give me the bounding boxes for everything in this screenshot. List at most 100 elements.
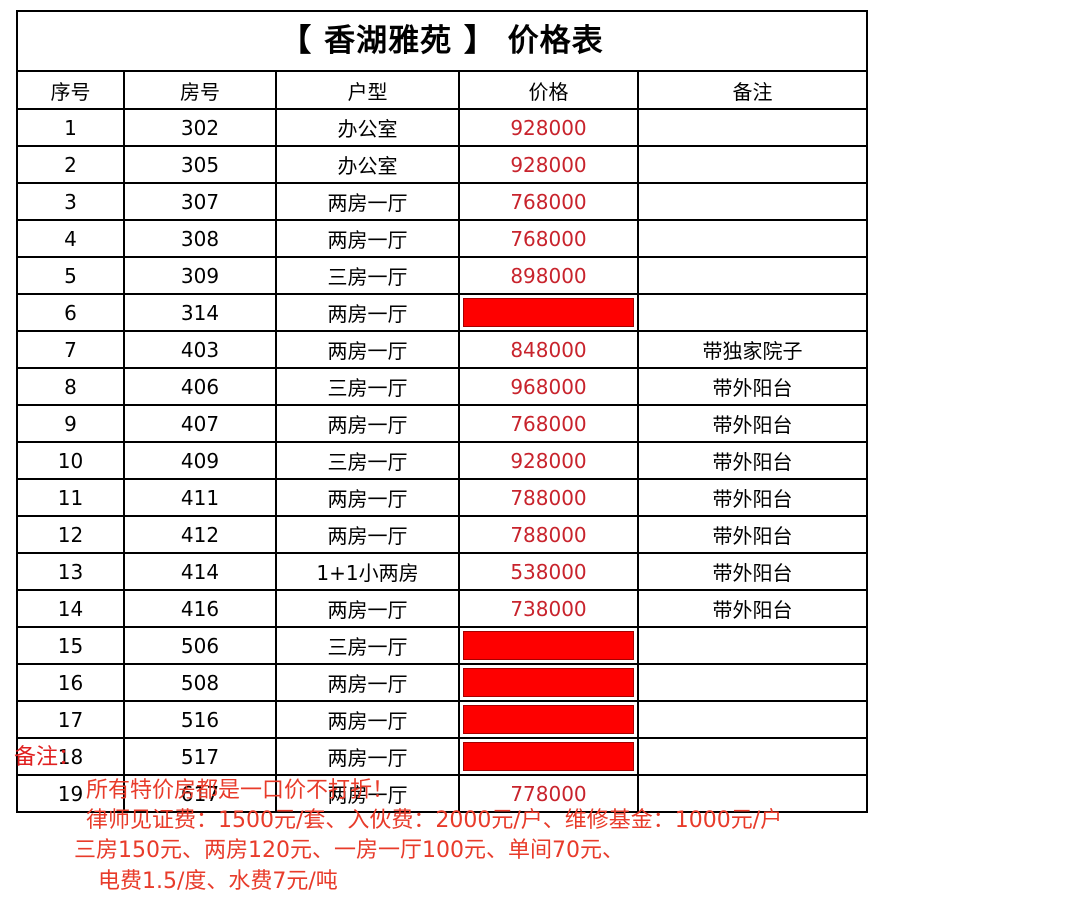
cell-price-sold-out <box>458 293 639 332</box>
cell-index: 16 <box>16 663 125 702</box>
table-row[interactable]: 7 403 两房一厅 848000 带独家院子 <box>16 330 868 369</box>
cell-room: 309 <box>123 256 277 295</box>
table-row[interactable]: 14 416 两房一厅 738000 带外阳台 <box>16 589 868 628</box>
cell-remark <box>637 293 868 332</box>
cell-price: 928000 <box>458 145 639 184</box>
cell-remark <box>637 182 868 221</box>
column-header-index: 序号 <box>16 70 125 110</box>
note-line-4: 电费1.5/度、水费7元/吨 <box>98 868 338 894</box>
cell-price: 788000 <box>458 515 639 554</box>
cell-remark <box>637 219 868 258</box>
table-row[interactable]: 12 412 两房一厅 788000 带外阳台 <box>16 515 868 554</box>
cell-type: 三房一厅 <box>275 441 460 480</box>
cell-type: 两房一厅 <box>275 478 460 517</box>
cell-type: 两房一厅 <box>275 330 460 369</box>
cell-index: 1 <box>16 108 125 147</box>
sold-out-red-block <box>463 705 634 734</box>
table-row[interactable]: 19 617 两房一厅 778000 <box>16 774 868 813</box>
cell-remark: 带外阳台 <box>637 589 868 628</box>
cell-price: 778000 <box>458 774 639 813</box>
cell-index: 11 <box>16 478 125 517</box>
cell-room: 305 <box>123 145 277 184</box>
cell-price-sold-out <box>458 663 639 702</box>
cell-price: 968000 <box>458 367 639 406</box>
cell-room: 516 <box>123 700 277 739</box>
sold-out-red-block <box>463 298 634 327</box>
cell-index: 3 <box>16 182 125 221</box>
cell-index: 18 <box>16 737 125 776</box>
cell-remark: 带外阳台 <box>637 441 868 480</box>
cell-room: 506 <box>123 626 277 665</box>
table-row[interactable]: 17 516 两房一厅 <box>16 700 868 739</box>
cell-price-sold-out <box>458 737 639 776</box>
cell-room: 407 <box>123 404 277 443</box>
cell-price: 928000 <box>458 441 639 480</box>
cell-index: 4 <box>16 219 125 258</box>
table-row[interactable]: 10 409 三房一厅 928000 带外阳台 <box>16 441 868 480</box>
cell-type: 两房一厅 <box>275 737 460 776</box>
cell-price: 768000 <box>458 404 639 443</box>
cell-remark <box>637 108 868 147</box>
page-title-text: 【 香湖雅苑 】 价格表 <box>280 23 604 59</box>
cell-remark: 带外阳台 <box>637 404 868 443</box>
table-row[interactable]: 8 406 三房一厅 968000 带外阳台 <box>16 367 868 406</box>
table-row[interactable]: 5 309 三房一厅 898000 <box>16 256 868 295</box>
header-row: 序号 房号 户型 价格 备注 <box>16 70 868 110</box>
column-header-price: 价格 <box>458 70 639 110</box>
table-row[interactable]: 15 506 三房一厅 <box>16 626 868 665</box>
price-table: 【 香湖雅苑 】 价格表 序号 房号 户型 价格 备注 1 302 办公室 92800… <box>16 10 868 813</box>
cell-type: 三房一厅 <box>275 256 460 295</box>
cell-room: 307 <box>123 182 277 221</box>
cell-index: 8 <box>16 367 125 406</box>
cell-remark: 带外阳台 <box>637 367 868 406</box>
table-row[interactable]: 2 305 办公室 928000 <box>16 145 868 184</box>
cell-room: 508 <box>123 663 277 702</box>
cell-type: 三房一厅 <box>275 367 460 406</box>
cell-price-sold-out <box>458 700 639 739</box>
cell-room: 406 <box>123 367 277 406</box>
table-row[interactable]: 11 411 两房一厅 788000 带外阳台 <box>16 478 868 517</box>
table-row[interactable]: 13 414 1+1小两房 538000 带外阳台 <box>16 552 868 591</box>
cell-type: 两房一厅 <box>275 663 460 702</box>
cell-price: 768000 <box>458 182 639 221</box>
note-line-2: 律师见证费：1500元/套、入伙费：2000元/户、维修基金：1000元/户 <box>86 807 783 833</box>
cell-remark <box>637 774 868 813</box>
column-header-room: 房号 <box>123 70 277 110</box>
cell-remark <box>637 700 868 739</box>
sold-out-red-block <box>463 631 634 660</box>
table-row[interactable]: 3 307 两房一厅 768000 <box>16 182 868 221</box>
table-row[interactable]: 16 508 两房一厅 <box>16 663 868 702</box>
cell-price: 738000 <box>458 589 639 628</box>
cell-index: 5 <box>16 256 125 295</box>
table-row[interactable]: 4 308 两房一厅 768000 <box>16 219 868 258</box>
cell-index: 9 <box>16 404 125 443</box>
table-row[interactable]: 18 517 两房一厅 <box>16 737 868 776</box>
cell-room: 409 <box>123 441 277 480</box>
cell-index: 19 <box>16 774 125 813</box>
cell-type: 两房一厅 <box>275 182 460 221</box>
cell-type: 两房一厅 <box>275 219 460 258</box>
cell-type: 两房一厅 <box>275 700 460 739</box>
table-row[interactable]: 6 314 两房一厅 <box>16 293 868 332</box>
cell-index: 10 <box>16 441 125 480</box>
cell-remark <box>637 256 868 295</box>
cell-type: 办公室 <box>275 108 460 147</box>
table-row[interactable]: 1 302 办公室 928000 <box>16 108 868 147</box>
cell-room: 302 <box>123 108 277 147</box>
cell-remark <box>637 663 868 702</box>
table-row[interactable]: 9 407 两房一厅 768000 带外阳台 <box>16 404 868 443</box>
cell-price: 538000 <box>458 552 639 591</box>
cell-price-sold-out <box>458 626 639 665</box>
cell-remark <box>637 145 868 184</box>
cell-index: 13 <box>16 552 125 591</box>
cell-index: 6 <box>16 293 125 332</box>
cell-price: 788000 <box>458 478 639 517</box>
cell-type: 两房一厅 <box>275 774 460 813</box>
cell-room: 617 <box>123 774 277 813</box>
cell-remark: 带外阳台 <box>637 515 868 554</box>
cell-index: 17 <box>16 700 125 739</box>
cell-type: 三房一厅 <box>275 626 460 665</box>
sold-out-red-block <box>463 742 634 771</box>
cell-price: 848000 <box>458 330 639 369</box>
